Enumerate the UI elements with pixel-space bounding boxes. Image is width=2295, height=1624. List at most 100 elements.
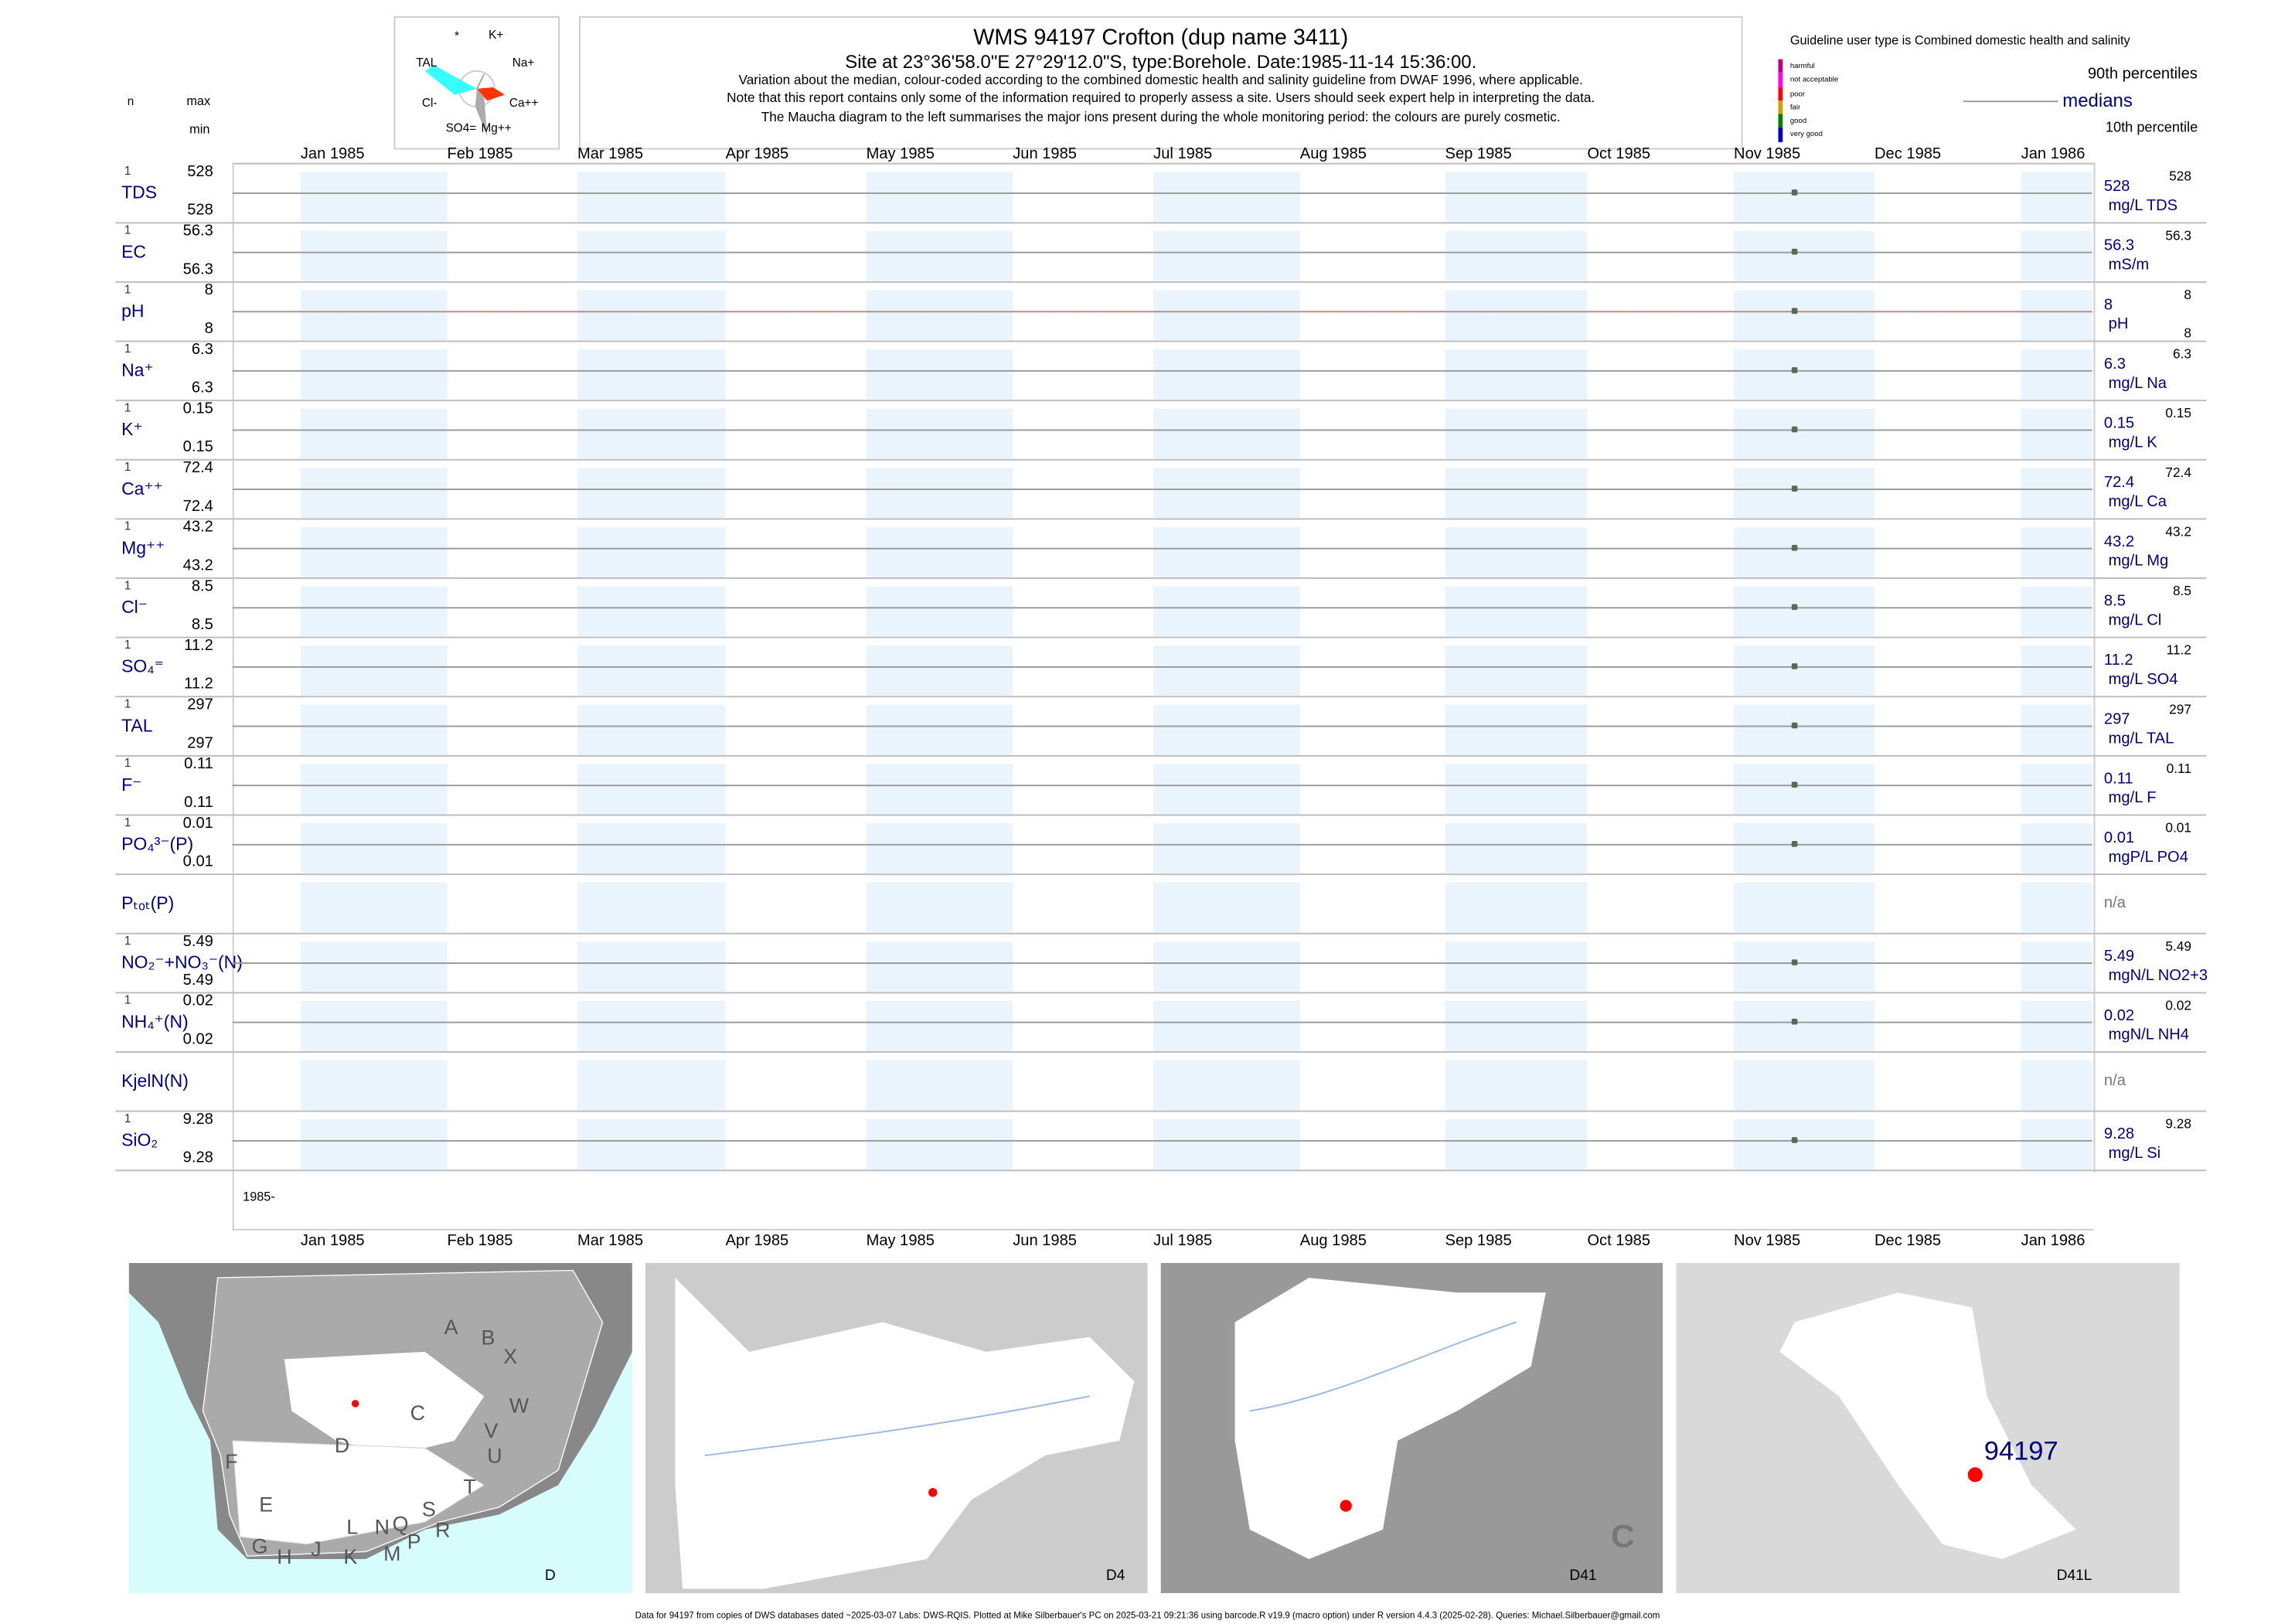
x-tick-label-bottom: Oct 1985 <box>1587 1231 1651 1250</box>
month-shading <box>300 349 448 400</box>
month-shading <box>577 764 726 815</box>
month-shading <box>866 645 1013 696</box>
region-label: X <box>503 1344 518 1368</box>
month-shading <box>1153 1000 1300 1052</box>
min-value: 5.49 <box>182 971 213 989</box>
data-point <box>1792 604 1798 611</box>
month-shading <box>866 586 1013 637</box>
month-shading <box>1153 764 1300 815</box>
x-tick-label-top: Jan 1985 <box>300 145 365 163</box>
region-label: B <box>481 1325 495 1350</box>
class-legend: harmful not acceptable poor fair good very go… <box>1790 61 1838 144</box>
x-tick-label-top: Jan 1986 <box>2021 145 2086 163</box>
month-shading <box>866 704 1013 755</box>
sample-count: 1 <box>124 342 131 356</box>
data-point <box>1792 189 1798 196</box>
median-value: 56.3 <box>2103 237 2135 255</box>
month-shading <box>866 468 1013 519</box>
site-marker <box>1340 1500 1352 1512</box>
region-label: G <box>251 1534 268 1558</box>
sample-count: 1 <box>124 815 131 829</box>
median-line <box>232 429 2092 431</box>
sample-count: 1 <box>124 638 131 652</box>
month-shading <box>577 645 726 696</box>
p90-value: 0.01 <box>2165 820 2191 836</box>
map-d41l[interactable]: 94197 D41L <box>1676 1262 2180 1594</box>
class-color-swatch <box>1778 114 1783 128</box>
data-point <box>1792 426 1798 433</box>
month-shading <box>577 468 726 519</box>
maucha-label: SO4= <box>445 121 477 135</box>
month-shading <box>1153 882 1300 933</box>
data-point <box>1792 248 1798 255</box>
plot-frame <box>232 162 2096 1173</box>
month-shading <box>577 526 726 578</box>
class-color-swatch <box>1778 59 1783 73</box>
month-shading <box>2021 468 2092 519</box>
p90-value: 0.02 <box>2165 998 2191 1013</box>
site-marker <box>1967 1467 1983 1483</box>
data-point <box>1792 781 1798 788</box>
month-shading <box>1734 468 1875 519</box>
max-value: 0.02 <box>182 992 213 1010</box>
region-label: A <box>444 1314 458 1339</box>
month-shading <box>1153 172 1300 223</box>
parameter-row-15: KjelN(N) n/a <box>115 1051 2207 1112</box>
sample-count: 1 <box>124 401 131 415</box>
month-shading <box>866 172 1013 223</box>
month-shading <box>1734 230 1875 281</box>
month-shading <box>577 230 726 281</box>
median-line <box>232 547 2092 550</box>
month-shading <box>1734 586 1875 637</box>
parameter-label: Ca⁺⁺ <box>121 478 163 499</box>
site-marker <box>351 1400 359 1408</box>
p90-value: 9.28 <box>2165 1116 2191 1132</box>
parameter-row-11: PO₄³⁻(P) 1 0.01 0.01 0.01 mgP/L PO4 0.01 <box>115 815 2207 876</box>
min-value: 0.01 <box>182 853 213 871</box>
month-shading <box>1445 586 1588 637</box>
x-tick-label-bottom: Jan 1986 <box>2021 1231 2086 1250</box>
map-d41l-catchment <box>1779 1292 2076 1560</box>
month-shading <box>1734 882 1875 933</box>
min-value: 0.15 <box>182 437 213 456</box>
data-point <box>1792 544 1798 551</box>
min-value: 8 <box>204 319 213 338</box>
parameter-row-5: Ca⁺⁺ 1 72.4 72.4 72.4 mg/L Ca 72.4 <box>115 459 2207 520</box>
max-value: 8.5 <box>191 577 213 596</box>
map-d4[interactable]: D4 <box>645 1262 1148 1594</box>
month-shading <box>1445 941 1588 992</box>
x-tick-label-bottom: Dec 1985 <box>1874 1231 1942 1250</box>
median-value: 9.28 <box>2103 1125 2135 1143</box>
median-line <box>232 666 2092 668</box>
p90-value: 43.2 <box>2165 524 2191 540</box>
map-label: D41L <box>2056 1568 2092 1585</box>
median-value: 72.4 <box>2103 473 2135 492</box>
unit-label: mg/L TAL <box>2108 730 2174 748</box>
p90-value: 72.4 <box>2165 465 2191 480</box>
month-shading <box>1734 704 1875 755</box>
legend-p10: 10th percentile <box>2105 120 2198 137</box>
median-value: 6.3 <box>2103 355 2126 373</box>
parameter-label: SiO₂ <box>121 1129 158 1151</box>
map-d41[interactable]: C D41 <box>1160 1262 1663 1594</box>
p90-value: 8.5 <box>2172 583 2191 598</box>
median-line <box>232 607 2092 609</box>
x-tick-label-bottom: Apr 1985 <box>725 1231 789 1250</box>
month-shading <box>300 941 448 992</box>
median-line <box>232 489 2092 491</box>
header-box: WMS 94197 Crofton (dup name 3411) Site a… <box>578 16 1743 150</box>
month-shading <box>1153 408 1300 459</box>
median-value: 0.11 <box>2103 770 2133 788</box>
p90-value: 0.11 <box>2166 761 2191 776</box>
month-shading <box>300 882 448 933</box>
max-value: 0.15 <box>182 400 213 418</box>
max-value: 6.3 <box>191 340 213 359</box>
median-line <box>232 1021 2092 1023</box>
p90-value: 528 <box>2169 169 2191 184</box>
maucha-label: TAL <box>416 56 438 70</box>
month-shading <box>1445 764 1588 815</box>
region-label: J <box>311 1537 322 1561</box>
region-label: C <box>410 1401 425 1425</box>
month-shading <box>866 823 1013 874</box>
